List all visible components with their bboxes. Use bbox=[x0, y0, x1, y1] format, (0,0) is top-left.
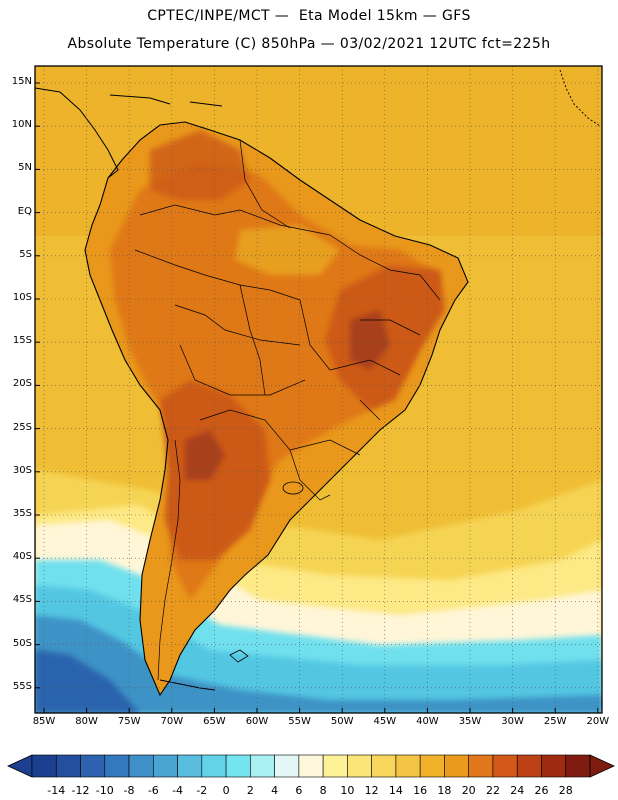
colorbar-swatch bbox=[201, 754, 227, 778]
lat-label: 50S bbox=[12, 637, 32, 649]
colorbar-swatch bbox=[80, 754, 106, 778]
lat-label: EQ bbox=[17, 205, 32, 217]
hottest-zone-1 bbox=[185, 430, 225, 480]
colorbar-label: 10 bbox=[340, 784, 355, 797]
colorbar-swatch bbox=[104, 754, 130, 778]
deep-blue-band bbox=[35, 650, 140, 713]
colorbar-swatch bbox=[468, 754, 494, 778]
lesser-antilles bbox=[559, 69, 601, 127]
title-line-2: Absolute Temperature (C) 850hPa — 03/02/… bbox=[67, 36, 551, 52]
blue-band bbox=[35, 615, 602, 713]
colorbar-swatch bbox=[31, 754, 57, 778]
colorbar-label: 18 bbox=[437, 784, 452, 797]
lat-label: 35S bbox=[12, 508, 32, 519]
lat-label: 40S bbox=[12, 551, 32, 563]
lat-label: 10S bbox=[12, 292, 32, 303]
colorbar-label: -6 bbox=[147, 784, 159, 797]
colorbar-label: 26 bbox=[534, 784, 549, 797]
lon-label: 75W bbox=[117, 716, 141, 727]
title-line-1: CPTEC/INPE/MCT — Eta Model 15km — GFS bbox=[147, 8, 471, 24]
lat-label: 30S bbox=[12, 464, 32, 476]
lon-label: 80W bbox=[75, 716, 98, 727]
lagoa-dos-patos bbox=[282, 481, 304, 495]
colorbar-swatch bbox=[419, 754, 445, 778]
graticule bbox=[35, 66, 602, 713]
lon-label: 65W bbox=[203, 716, 226, 727]
lon-label: 85W bbox=[32, 716, 56, 727]
colorbar-swatch bbox=[250, 754, 275, 778]
colorbar-swatch bbox=[128, 754, 154, 778]
colorbar-swatch bbox=[274, 754, 300, 778]
national-borders bbox=[134, 139, 441, 681]
tierra-del-fuego bbox=[159, 679, 216, 691]
lat-label: 25S bbox=[12, 421, 32, 433]
hot-zone-north bbox=[150, 130, 250, 200]
colorbar-label: -8 bbox=[123, 784, 135, 797]
colorbar-swatch bbox=[298, 754, 324, 778]
lon-label: 25W bbox=[543, 716, 567, 727]
colorbar-label: 8 bbox=[319, 784, 327, 797]
colorbar-swatch bbox=[444, 754, 469, 778]
colorbar-swatch bbox=[395, 754, 421, 778]
lon-label: 30W bbox=[501, 716, 524, 727]
colorbar-label: 6 bbox=[295, 784, 303, 797]
falklands bbox=[229, 649, 249, 663]
map-frame bbox=[34, 65, 603, 714]
colorbar-swatch bbox=[516, 754, 542, 778]
colorbar-label: -14 bbox=[47, 784, 66, 797]
caribbean-island-2 bbox=[189, 101, 223, 107]
coastline bbox=[84, 121, 469, 697]
lat-label: 15S bbox=[12, 335, 32, 347]
lat-label: 45S bbox=[12, 594, 32, 606]
lat-label: 5N bbox=[18, 162, 32, 174]
colorbar-label: 22 bbox=[485, 784, 500, 797]
lon-label: 40W bbox=[416, 716, 439, 727]
colorbar-label: -12 bbox=[71, 784, 90, 797]
lon-label: 50W bbox=[330, 716, 354, 727]
colorbar-swatch bbox=[322, 754, 348, 778]
caribbean-island bbox=[109, 94, 171, 105]
colorbar-label: 12 bbox=[364, 784, 379, 797]
colorbar bbox=[7, 754, 615, 778]
lat-label: 15N bbox=[11, 76, 32, 87]
colorbar-label: 28 bbox=[558, 784, 573, 797]
axis-ticks bbox=[35, 82, 599, 713]
lon-label: 35W bbox=[458, 716, 482, 727]
lon-label: 60W bbox=[245, 716, 269, 727]
cool-zone-amazon bbox=[235, 225, 340, 275]
colorbar-swatch bbox=[55, 754, 81, 778]
colorbar-swatch bbox=[153, 754, 178, 778]
lat-label: 5S bbox=[19, 248, 32, 260]
lon-label: 55W bbox=[288, 716, 311, 727]
colorbar-arrow-left bbox=[7, 754, 33, 778]
lat-label: 10N bbox=[11, 119, 32, 131]
colorbar-swatch bbox=[371, 754, 397, 778]
colorbar-swatch bbox=[541, 754, 567, 778]
central-america bbox=[35, 87, 119, 179]
colorbar-label: 24 bbox=[510, 784, 525, 797]
colorbar-label: 14 bbox=[388, 784, 403, 797]
colorbar-label: 4 bbox=[271, 784, 279, 797]
lat-label: 20S bbox=[12, 378, 32, 390]
colorbar-swatch bbox=[177, 754, 203, 778]
colorbar-swatch bbox=[492, 754, 518, 778]
colorbar-label: 20 bbox=[461, 784, 476, 797]
lon-label: 20W bbox=[586, 716, 610, 727]
colorbar-label: 16 bbox=[413, 784, 428, 797]
lat-label: 55S bbox=[12, 680, 32, 692]
colorbar-swatch bbox=[225, 754, 251, 778]
hottest-zone-2 bbox=[350, 310, 390, 370]
colorbar-arrow-right bbox=[589, 754, 615, 778]
lon-label: 45W bbox=[373, 716, 397, 727]
colorbar-label: 2 bbox=[246, 784, 254, 797]
colorbar-swatch bbox=[347, 754, 372, 778]
colorbar-label: 0 bbox=[222, 784, 230, 797]
colorbar-label: -2 bbox=[196, 784, 208, 797]
colorbar-label: -4 bbox=[172, 784, 184, 797]
colorbar-swatch bbox=[565, 754, 591, 778]
colorbar-label: -10 bbox=[95, 784, 114, 797]
lon-label: 70W bbox=[160, 716, 184, 727]
